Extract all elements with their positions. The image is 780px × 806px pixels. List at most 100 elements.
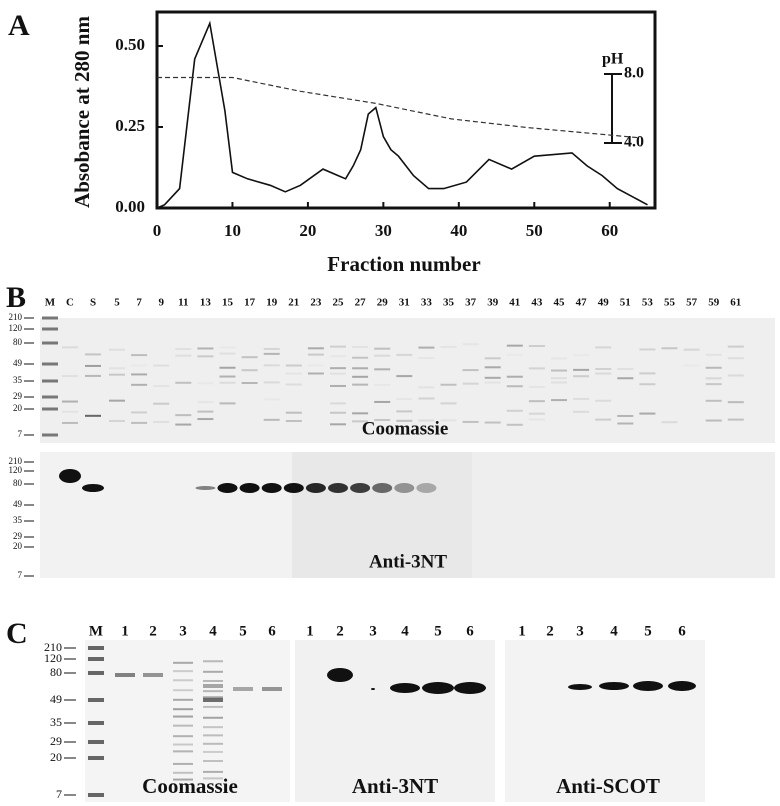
marker-label: 7	[18, 570, 23, 580]
band	[396, 398, 413, 401]
band	[203, 660, 223, 663]
band	[263, 364, 280, 367]
band	[85, 364, 101, 367]
band	[727, 345, 744, 348]
blot-band	[305, 483, 326, 493]
band	[263, 347, 280, 350]
band	[203, 759, 223, 762]
band	[462, 382, 479, 385]
lane-label: 5	[644, 623, 652, 639]
band	[175, 354, 192, 357]
blot-band	[390, 683, 420, 693]
band	[573, 354, 589, 356]
lane-label: 7	[136, 297, 142, 309]
blot-scot-c	[505, 640, 705, 802]
band	[173, 670, 193, 673]
band	[42, 316, 58, 320]
band	[418, 346, 435, 349]
band	[153, 385, 170, 388]
band	[595, 346, 612, 349]
band	[203, 670, 223, 673]
band	[440, 419, 457, 422]
band	[203, 679, 223, 682]
marker-label: 35	[50, 715, 62, 729]
band	[528, 345, 545, 348]
marker-label: 80	[13, 337, 23, 347]
band	[285, 372, 302, 375]
band	[330, 402, 346, 405]
band	[595, 418, 612, 421]
band	[109, 367, 125, 370]
band	[203, 705, 223, 708]
band	[203, 698, 223, 702]
gel-blot	[472, 452, 775, 578]
band	[639, 348, 656, 351]
band	[595, 367, 612, 370]
band	[62, 410, 78, 413]
band	[573, 410, 590, 413]
blot-band	[327, 668, 353, 682]
band	[143, 673, 163, 677]
blot-band	[416, 483, 437, 493]
band	[62, 400, 78, 403]
blot-band	[668, 681, 696, 691]
lane-label: 35	[443, 297, 455, 309]
blot-band	[454, 682, 486, 694]
band	[263, 352, 280, 355]
band	[285, 420, 302, 423]
x-tick-label: 40	[450, 221, 467, 240]
band	[440, 383, 457, 386]
band	[573, 368, 590, 371]
band	[203, 684, 223, 688]
band	[285, 411, 302, 414]
band	[506, 385, 523, 388]
band	[131, 421, 148, 424]
lane-label: M	[45, 297, 56, 309]
band	[262, 687, 282, 691]
gel-coomassie-c	[85, 640, 290, 802]
lane-label: M	[89, 623, 103, 639]
panel-label: C	[6, 617, 28, 650]
band	[374, 419, 391, 422]
band	[352, 345, 369, 348]
band	[440, 346, 457, 349]
y-tick-label: 0.00	[115, 197, 145, 216]
blot-band	[217, 483, 238, 493]
band	[396, 410, 413, 413]
band	[219, 381, 236, 384]
ph-line	[157, 76, 640, 139]
lane-label: 43	[531, 297, 543, 309]
band	[109, 348, 125, 351]
lane-label: 23	[310, 297, 322, 309]
band	[62, 346, 78, 349]
band	[528, 400, 545, 403]
band	[173, 750, 193, 753]
blot-band	[328, 483, 348, 493]
gel-caption: Anti-3NT	[369, 551, 447, 572]
x-tick-label: 60	[601, 221, 618, 240]
band	[418, 356, 435, 359]
marker-label: 210	[44, 640, 62, 654]
y2-tick-label: 8.0	[624, 65, 644, 82]
band	[197, 347, 214, 350]
band	[88, 657, 104, 661]
band	[507, 354, 523, 356]
band	[639, 372, 656, 375]
band	[462, 369, 479, 372]
band	[307, 364, 324, 367]
band	[62, 421, 78, 424]
band	[42, 362, 58, 366]
blot-band	[371, 688, 375, 690]
lane-label: 3	[179, 623, 187, 639]
lane-label: 27	[355, 297, 367, 309]
band	[42, 433, 58, 437]
lane-label: 37	[465, 297, 477, 309]
band	[727, 374, 744, 377]
band	[506, 423, 523, 426]
lane-label: 2	[149, 623, 157, 639]
marker-label: 20	[50, 750, 62, 764]
lane-label: 5	[114, 297, 120, 309]
blot-band	[350, 483, 371, 493]
gel-caption: Anti-3NT	[352, 774, 438, 798]
marker-label: 35	[13, 375, 23, 385]
